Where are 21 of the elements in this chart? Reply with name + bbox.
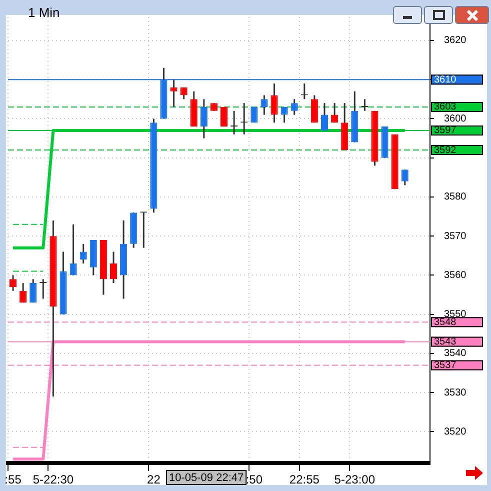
y-tick-label: 3570 bbox=[444, 230, 467, 242]
y-tick-label: 3540 bbox=[444, 348, 467, 360]
y-tick-label: 3560 bbox=[444, 270, 467, 281]
y-tick-label: 3530 bbox=[444, 387, 467, 398]
x-tick-label: :50 bbox=[246, 472, 263, 487]
x-tick-label: 22 bbox=[147, 472, 161, 487]
x-tick-label: :55 bbox=[4, 472, 22, 487]
ref-line-label: 3548 bbox=[434, 316, 457, 328]
ref-line-label: 3537 bbox=[434, 360, 457, 371]
x-tick-label: 5-22:30 bbox=[32, 472, 74, 487]
y-tick-label: 3520 bbox=[444, 426, 467, 438]
ref-line-label: 3543 bbox=[434, 336, 457, 348]
x-tick-label: 22:55 bbox=[289, 472, 320, 487]
chart-title: 1 Min bbox=[28, 5, 60, 20]
ref-line-label: 3610 bbox=[434, 74, 457, 86]
x-tick-label: 5-23:00 bbox=[334, 472, 376, 487]
y-tick-label: 3600 bbox=[444, 113, 467, 124]
text: 10-05-09 22:47 bbox=[169, 472, 244, 484]
y-tick-label: 3620 bbox=[444, 35, 467, 46]
y-tick-label: 3580 bbox=[444, 192, 467, 203]
ref-line-label: 3592 bbox=[434, 144, 457, 156]
